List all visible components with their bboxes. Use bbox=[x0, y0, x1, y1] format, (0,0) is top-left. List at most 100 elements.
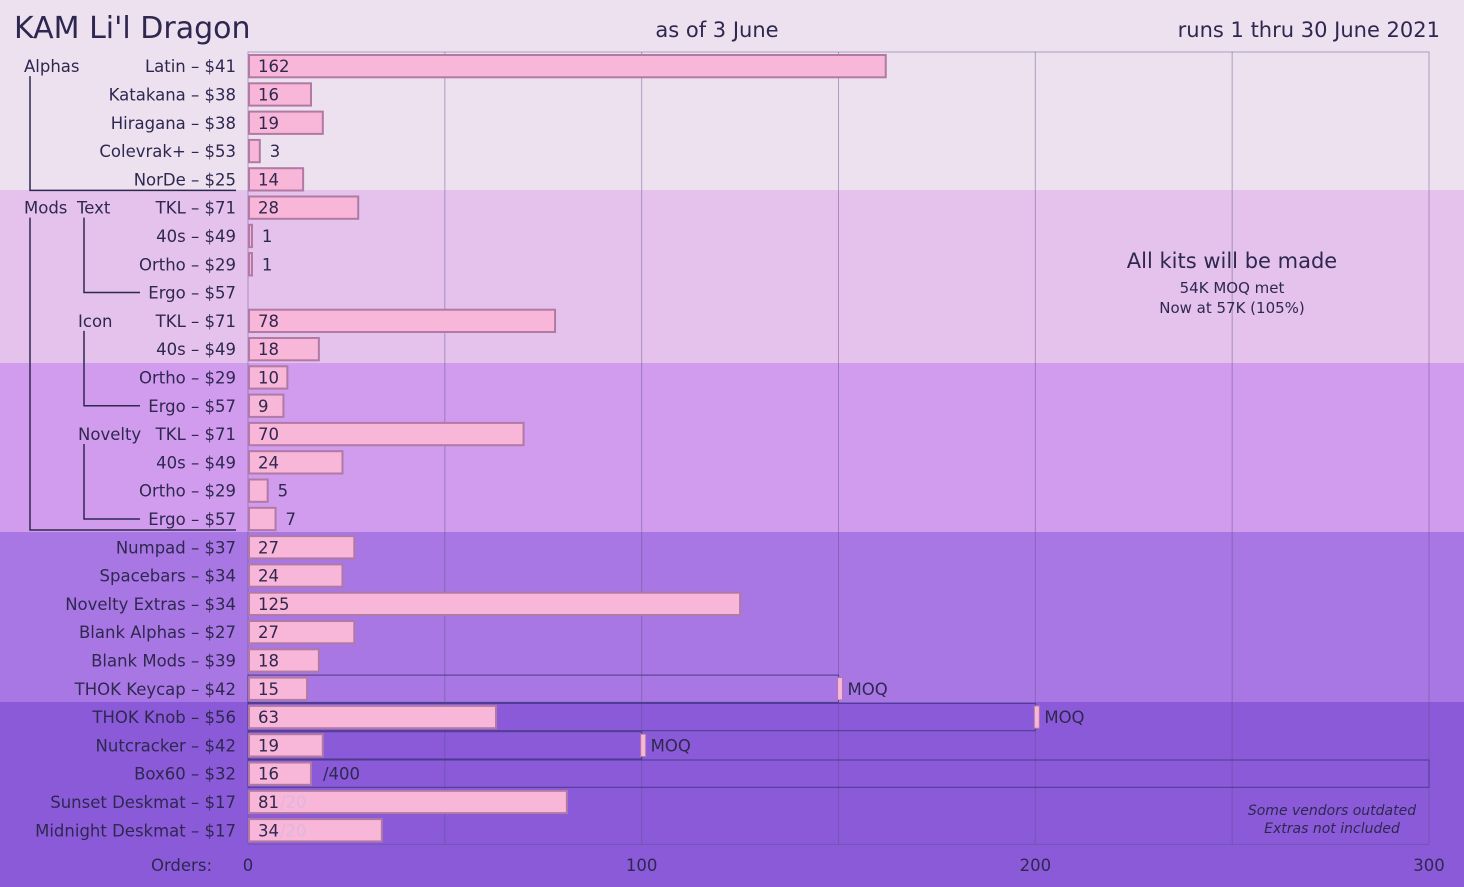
bracket-novelty bbox=[83, 444, 140, 520]
category-label: Sunset Deskmat – $17 bbox=[50, 793, 236, 812]
band-mods-text bbox=[0, 190, 1464, 363]
bar bbox=[248, 421, 525, 447]
category-label: TKL – $71 bbox=[155, 425, 236, 444]
moq-marker bbox=[837, 677, 843, 701]
band-mods-rest bbox=[0, 363, 1464, 532]
data-label: 16 bbox=[258, 765, 279, 784]
data-label: 1 bbox=[262, 227, 273, 246]
data-label: 7 bbox=[286, 510, 297, 529]
bar bbox=[248, 365, 289, 390]
bracket-text bbox=[83, 217, 140, 294]
data-label: 16 bbox=[258, 85, 279, 104]
category-label: 40s – $49 bbox=[156, 340, 236, 359]
bracket-mods bbox=[29, 217, 236, 531]
bar bbox=[248, 506, 277, 532]
run-dates: runs 1 thru 30 June 2021 bbox=[1178, 18, 1440, 42]
category-label: Ergo – $57 bbox=[148, 284, 236, 303]
bar bbox=[248, 167, 305, 192]
vendors-note: Some vendors outdated bbox=[1248, 803, 1416, 819]
data-label: 9 bbox=[258, 397, 269, 416]
bar bbox=[248, 818, 383, 843]
bar bbox=[248, 138, 261, 164]
group-label-text: Text bbox=[76, 199, 111, 218]
category-label: Colevrak+ – $53 bbox=[99, 142, 236, 161]
bar bbox=[248, 620, 356, 645]
data-label: 14 bbox=[258, 170, 279, 189]
as-of-date: as of 3 June bbox=[655, 18, 778, 42]
bar bbox=[248, 648, 320, 673]
data-label: 24 bbox=[258, 567, 279, 586]
data-label: 19 bbox=[258, 736, 279, 755]
bar bbox=[248, 789, 568, 815]
category-label: THOK Knob – $56 bbox=[91, 708, 236, 727]
category-label: Nutcracker – $42 bbox=[96, 736, 236, 755]
bar bbox=[248, 82, 312, 107]
data-label: 18 bbox=[258, 340, 279, 359]
bar bbox=[248, 393, 285, 418]
data-label: 19 bbox=[258, 114, 279, 133]
target-frame bbox=[247, 759, 1430, 788]
data-label: 3 bbox=[270, 142, 281, 161]
category-label: Ergo – $57 bbox=[148, 397, 236, 416]
bar bbox=[248, 308, 557, 334]
x-axis-label: Orders: bbox=[151, 856, 212, 875]
category-label: 40s – $49 bbox=[156, 453, 236, 472]
extras-note: Extras not included bbox=[1264, 821, 1400, 837]
category-label: Katakana – $38 bbox=[109, 85, 236, 104]
bar bbox=[248, 54, 887, 79]
data-label: 63 bbox=[258, 708, 279, 727]
bar bbox=[248, 704, 498, 730]
category-label: TKL – $71 bbox=[155, 312, 236, 331]
category-label: NorDe – $25 bbox=[134, 170, 236, 189]
category-label: Blank Mods – $39 bbox=[91, 651, 236, 670]
data-label: 10 bbox=[258, 368, 279, 387]
bar bbox=[248, 337, 320, 362]
category-label: Spacebars – $34 bbox=[100, 567, 236, 586]
category-label: THOK Keycap – $42 bbox=[74, 680, 236, 699]
x-tick-label: 200 bbox=[1020, 856, 1052, 875]
plot-frame bbox=[247, 51, 1430, 845]
bar bbox=[248, 223, 253, 249]
bar bbox=[248, 591, 742, 617]
data-label: 1 bbox=[262, 255, 273, 274]
data-label-suffix: /20 bbox=[280, 821, 307, 840]
bar bbox=[248, 535, 356, 560]
data-label: 28 bbox=[258, 199, 279, 218]
data-label: 125 bbox=[258, 595, 290, 614]
category-label: Ergo – $57 bbox=[148, 510, 236, 529]
bar bbox=[248, 450, 344, 475]
data-label: 27 bbox=[258, 538, 279, 557]
category-label: Ortho – $29 bbox=[139, 255, 236, 274]
data-label: 24 bbox=[258, 453, 279, 472]
data-label: 27 bbox=[258, 623, 279, 642]
moq-marker bbox=[1033, 705, 1040, 729]
data-label: 70 bbox=[258, 425, 279, 444]
category-label: 40s – $49 bbox=[156, 227, 236, 246]
category-label: Blank Alphas – $27 bbox=[79, 623, 236, 642]
moq-label: MOQ bbox=[1044, 708, 1084, 727]
bar bbox=[248, 761, 312, 786]
now-at-note: Now at 57K (105%) bbox=[1159, 299, 1305, 317]
data-label: 78 bbox=[258, 312, 279, 331]
bar bbox=[248, 110, 324, 135]
x-tick-label: 100 bbox=[626, 856, 658, 875]
band-alphas bbox=[0, 0, 1464, 190]
all-kits-note: All kits will be made bbox=[1127, 249, 1337, 273]
category-label: Ortho – $29 bbox=[139, 482, 236, 501]
group-label-mods: Mods bbox=[24, 199, 67, 218]
moq-marker bbox=[640, 733, 647, 758]
category-label: Midnight Deskmat – $17 bbox=[35, 821, 236, 840]
bar bbox=[248, 252, 253, 277]
data-label: 81 bbox=[258, 793, 279, 812]
bar bbox=[248, 195, 360, 220]
chart-title: KAM Li'l Dragon bbox=[14, 11, 250, 46]
moq-met-note: 54K MOQ met bbox=[1180, 279, 1285, 297]
band-bottom bbox=[0, 702, 1464, 887]
group-label-novelty: Novelty bbox=[78, 425, 141, 444]
data-label: 5 bbox=[278, 482, 289, 501]
category-label: Hiragana – $38 bbox=[111, 114, 236, 133]
bracket-icon bbox=[83, 330, 140, 407]
category-label: Numpad – $37 bbox=[116, 538, 236, 557]
category-label: Box60 – $32 bbox=[134, 765, 236, 784]
